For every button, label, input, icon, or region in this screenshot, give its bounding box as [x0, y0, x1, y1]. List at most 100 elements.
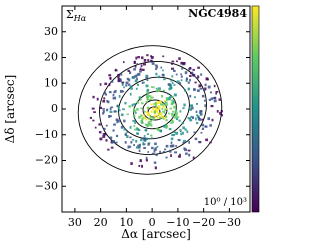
emission-pixel — [158, 75, 161, 79]
emission-pixel — [164, 115, 168, 119]
emission-pixel — [128, 78, 131, 82]
emission-pixel — [173, 84, 176, 86]
emission-pixel — [112, 129, 115, 132]
emission-pixel — [167, 83, 171, 86]
emission-pixel — [164, 103, 167, 107]
emission-pixel — [109, 136, 113, 140]
emission-pixel — [182, 107, 185, 110]
emission-pixel — [153, 150, 156, 153]
emission-pixel — [165, 119, 168, 122]
emission-pixel — [187, 81, 190, 84]
emission-pixel — [140, 107, 143, 110]
emission-pixel — [151, 107, 154, 111]
emission-pixel — [145, 74, 149, 77]
emission-pixel — [145, 101, 148, 103]
emission-pixel — [138, 143, 141, 147]
emission-pixel — [157, 106, 161, 109]
emission-pixel — [105, 124, 108, 127]
emission-pixel — [124, 102, 127, 105]
emission-pixel — [125, 81, 129, 85]
emission-pixel — [117, 107, 120, 110]
emission-pixel — [133, 110, 136, 113]
emission-pixel — [142, 81, 145, 84]
emission-pixel — [139, 68, 143, 71]
emission-pixel — [195, 117, 197, 121]
scale-label: 10⁰ / 10³ — [204, 197, 247, 208]
emission-pixel — [215, 92, 218, 95]
emission-pixel — [179, 110, 182, 113]
emission-pixel — [198, 141, 201, 144]
emission-pixel — [140, 114, 143, 117]
y-tick-label: −20 — [35, 154, 58, 167]
emission-pixel — [181, 122, 185, 125]
emission-pixel — [174, 112, 178, 115]
emission-pixel — [137, 72, 141, 76]
emission-pixel — [120, 73, 123, 76]
emission-pixel — [199, 113, 203, 116]
emission-pixel — [177, 138, 181, 142]
emission-pixel — [154, 147, 157, 150]
emission-pixel — [170, 137, 174, 141]
emission-pixel — [187, 117, 190, 120]
emission-pixel — [204, 125, 208, 128]
emission-pixel — [162, 69, 164, 72]
emission-pixel — [176, 116, 180, 119]
emission-pixel — [188, 140, 190, 144]
emission-pixel — [220, 114, 223, 117]
emission-pixel — [96, 97, 99, 101]
emission-pixel — [138, 116, 141, 119]
emission-pixel — [153, 102, 157, 105]
colorbar — [251, 5, 260, 213]
emission-pixel — [138, 146, 141, 149]
emission-pixel — [196, 114, 199, 117]
emission-pixel — [130, 141, 133, 144]
emission-pixel — [210, 97, 214, 100]
emission-pixel — [149, 115, 153, 119]
emission-pixel — [135, 87, 138, 90]
emission-pixel — [188, 117, 192, 120]
emission-pixel — [98, 123, 101, 126]
y-tick-label: 0 — [51, 102, 58, 115]
emission-pixel — [145, 95, 149, 99]
emission-pixel — [178, 57, 181, 60]
x-tick-label: −30 — [218, 216, 241, 229]
emission-pixel — [141, 121, 144, 124]
emission-pixel — [147, 117, 150, 120]
emission-pixel — [144, 139, 147, 142]
emission-pixel — [164, 101, 167, 103]
emission-pixel — [124, 141, 127, 144]
emission-pixel — [137, 129, 141, 132]
emission-pixel — [155, 68, 157, 71]
emission-pixel — [171, 62, 174, 65]
emission-pixel — [140, 64, 143, 67]
emission-pixel — [180, 79, 183, 82]
emission-pixel — [191, 116, 194, 119]
x-tick-label: 20 — [94, 216, 108, 229]
emission-pixel — [189, 107, 192, 111]
emission-pixel — [197, 75, 200, 79]
emission-pixel — [166, 124, 169, 128]
emission-pixel — [168, 128, 172, 131]
emission-pixel — [209, 91, 212, 94]
emission-pixel — [144, 129, 148, 132]
y-tick-label: 20 — [44, 51, 58, 64]
emission-pixel — [140, 138, 143, 142]
emission-pixel — [162, 110, 165, 113]
emission-pixel — [133, 144, 136, 147]
x-axis-label: Δα [arcsec] — [121, 227, 191, 241]
emission-pixel — [146, 90, 149, 94]
emission-pixel — [182, 142, 185, 144]
emission-pixel — [155, 154, 158, 157]
emission-pixel — [107, 100, 110, 104]
emission-pixel — [145, 156, 148, 160]
emission-pixel — [146, 133, 149, 135]
emission-pixel — [147, 142, 150, 146]
emission-pixel — [209, 124, 212, 127]
emission-pixel — [189, 95, 192, 98]
emission-pixel — [108, 83, 111, 87]
emission-pixel — [103, 91, 107, 95]
emission-pixel — [119, 89, 123, 93]
emission-pixel — [156, 115, 159, 119]
emission-pixel — [156, 116, 159, 120]
x-tick-label: 10 — [119, 216, 133, 229]
